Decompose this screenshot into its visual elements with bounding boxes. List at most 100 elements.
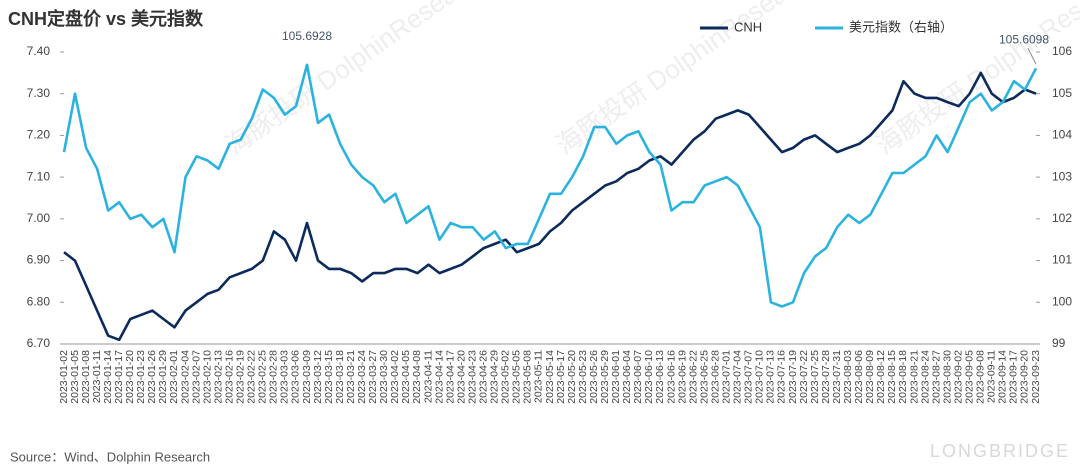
x-tick-label: 2023-02-25	[257, 350, 269, 404]
x-tick-label: 2023-07-07	[743, 350, 755, 404]
x-tick-label: 2023-09-08	[975, 350, 987, 404]
x-tick-label: 2023-01-11	[91, 350, 103, 403]
x-tick-label: 2023-01-08	[80, 350, 92, 404]
x-tick-label: 2023-08-06	[853, 350, 865, 404]
x-tick-label: 2023-03-18	[334, 350, 346, 404]
y2-tick-label: 105	[1052, 86, 1072, 100]
x-tick-label: 2023-07-10	[754, 350, 766, 404]
x-tick-label: 2023-04-29	[489, 350, 501, 404]
y-tick-label: 7.20	[27, 128, 51, 142]
x-tick-label: 2023-03-30	[378, 350, 390, 404]
x-tick-label: 2023-09-11	[986, 350, 998, 403]
x-tick-label: 2023-02-22	[246, 350, 258, 404]
x-tick-label: 2023-08-27	[930, 350, 942, 404]
x-tick-label: 2023-05-23	[577, 350, 589, 404]
x-tick-label: 2023-01-02	[58, 350, 70, 404]
x-tick-label: 2023-03-27	[367, 350, 379, 404]
x-tick-label: 2023-08-30	[941, 350, 953, 404]
x-tick-label: 2023-09-02	[952, 350, 964, 404]
x-tick-label: 2023-04-23	[466, 350, 478, 404]
y2-tick-label: 101	[1052, 253, 1072, 267]
x-tick-label: 2023-06-28	[709, 350, 721, 404]
x-tick-label: 2023-04-05	[400, 350, 412, 404]
y-tick-label: 7.00	[27, 211, 51, 225]
x-tick-label: 2023-01-23	[135, 350, 147, 404]
x-tick-label: 2023-07-04	[732, 350, 744, 404]
x-tick-label: 2023-07-13	[765, 350, 777, 404]
y2-tick-label: 99	[1052, 336, 1066, 350]
x-tick-label: 2023-02-16	[223, 350, 235, 404]
x-tick-label: 2023-05-26	[588, 350, 600, 404]
y-tick-label: 6.70	[27, 336, 51, 350]
y-tick-label: 7.30	[27, 86, 51, 100]
y-tick-label: 6.90	[27, 253, 51, 267]
x-tick-label: 2023-07-16	[776, 350, 788, 404]
x-tick-label: 2023-08-09	[864, 350, 876, 404]
y-tick-label: 7.40	[27, 44, 51, 58]
x-tick-label: 2023-05-02	[500, 350, 512, 404]
x-tick-label: 2023-07-19	[787, 350, 799, 404]
x-tick-label: 2023-07-31	[831, 350, 843, 404]
x-tick-label: 2023-02-07	[190, 350, 202, 404]
series-line	[62, 63, 1038, 308]
x-tick-label: 2023-07-22	[798, 350, 810, 404]
x-tick-label: 2023-09-17	[1008, 350, 1020, 404]
x-tick-label: 2023-03-09	[301, 350, 313, 404]
y2-tick-label: 100	[1052, 294, 1072, 308]
x-tick-label: 2023-02-10	[201, 350, 213, 404]
x-tick-label: 2023-04-14	[433, 350, 445, 404]
x-tick-label: 2023-08-24	[919, 350, 931, 404]
x-tick-label: 2023-04-26	[478, 350, 490, 404]
x-tick-label: 2023-05-05	[511, 350, 523, 404]
x-tick-label: 2023-08-12	[875, 350, 887, 404]
x-tick-label: 2023-05-08	[522, 350, 534, 404]
x-tick-label: 2023-06-19	[676, 350, 688, 404]
x-tick-label: 2023-03-03	[279, 350, 291, 404]
label-leader	[1027, 48, 1037, 65]
chart-title: CNH定盘价 vs 美元指数	[8, 8, 204, 29]
x-tick-label: 2023-07-01	[721, 350, 733, 404]
x-tick-label: 2023-06-13	[654, 350, 666, 404]
x-tick-label: 2023-02-28	[268, 350, 280, 404]
x-tick-label: 2023-02-01	[168, 350, 180, 404]
x-tick-label: 2023-09-23	[1030, 350, 1042, 404]
watermark: 海豚投研 DolphinResearch	[220, 0, 492, 161]
source: Source：Wind、Dolphin Research	[10, 449, 210, 464]
x-tick-label: 2023-09-05	[964, 350, 976, 404]
y-tick-label: 6.80	[27, 294, 51, 308]
x-tick-label: 2023-08-15	[886, 350, 898, 404]
x-tick-label: 2023-02-04	[179, 350, 191, 404]
x-tick-label: 2023-01-20	[124, 350, 136, 404]
data-label: 105.6098	[999, 32, 1049, 46]
legend-label: CNH	[734, 19, 762, 34]
y2-tick-label: 106	[1052, 44, 1072, 58]
x-tick-label: 2023-01-26	[146, 350, 158, 404]
x-tick-label: 2023-03-12	[312, 350, 324, 404]
x-tick-label: 2023-03-24	[356, 350, 368, 404]
x-tick-label: 2023-06-10	[643, 350, 655, 404]
x-tick-label: 2023-03-21	[345, 350, 357, 404]
x-tick-label: 2023-08-18	[897, 350, 909, 404]
x-tick-label: 2023-06-16	[665, 350, 677, 404]
x-tick-label: 2023-09-14	[997, 350, 1009, 404]
legend-label: 美元指数（右轴）	[849, 19, 953, 34]
y2-tick-label: 103	[1052, 169, 1072, 183]
y-tick-label: 7.10	[27, 169, 51, 183]
x-tick-label: 2023-03-06	[290, 350, 302, 404]
x-tick-label: 2023-07-25	[809, 350, 821, 404]
x-tick-label: 2023-05-11	[533, 350, 545, 403]
x-tick-label: 2023-06-22	[687, 350, 699, 404]
y2-tick-label: 102	[1052, 211, 1072, 225]
x-tick-label: 2023-04-11	[422, 350, 434, 403]
series-line	[63, 71, 1037, 342]
x-tick-label: 2023-01-05	[69, 350, 81, 404]
x-tick-label: 2023-04-20	[455, 350, 467, 404]
x-tick-label: 2023-07-28	[820, 350, 832, 404]
x-tick-label: 2023-06-25	[698, 350, 710, 404]
x-tick-label: 2023-01-17	[113, 350, 125, 404]
x-tick-label: 2023-06-07	[632, 350, 644, 404]
x-tick-label: 2023-02-13	[212, 350, 224, 404]
x-tick-label: 2023-05-17	[555, 350, 567, 404]
x-tick-label: 2023-09-20	[1019, 350, 1031, 404]
